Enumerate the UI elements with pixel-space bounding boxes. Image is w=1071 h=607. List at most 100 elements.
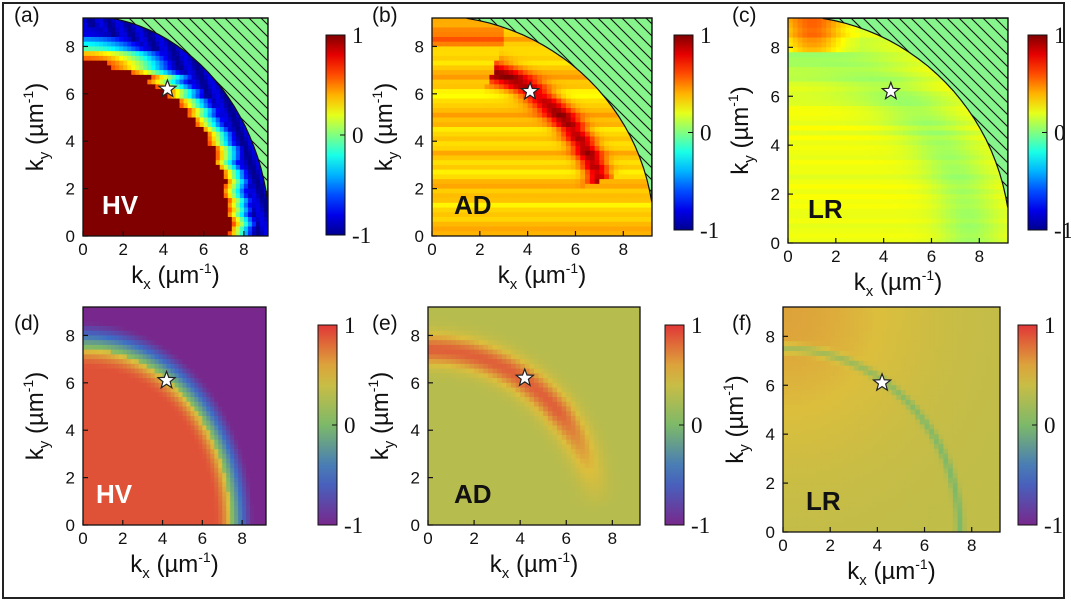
- heatmap-cell: [556, 60, 562, 66]
- heatmap-cell: [95, 212, 100, 218]
- heatmap-cell: [263, 217, 268, 223]
- heatmap-cell: [95, 136, 100, 142]
- heatmap-cell: [139, 65, 144, 71]
- heatmap-cell: [107, 231, 112, 236]
- heatmap-cell: [87, 212, 92, 218]
- heatmap-cell: [151, 93, 156, 100]
- heatmap-cell: [628, 160, 634, 166]
- heatmap-cell: [599, 136, 605, 142]
- heatmap-cell: [187, 74, 193, 81]
- heatmap-cell: [135, 51, 140, 57]
- heatmap-cell: [195, 122, 201, 128]
- heatmap-cell: [816, 76, 823, 83]
- heatmap-cell: [139, 89, 144, 95]
- heatmap-cell: [455, 217, 462, 223]
- heatmap-cell: [518, 55, 524, 62]
- heatmap-cell: [163, 60, 169, 66]
- heatmap-cell: [199, 202, 205, 209]
- heatmap-cell: [532, 60, 538, 66]
- heatmap-cell: [589, 84, 596, 90]
- heatmap-cell: [802, 18, 808, 24]
- heatmap-cell: [522, 117, 529, 123]
- heatmap-cell: [513, 226, 519, 232]
- heatmap-cell: [556, 55, 562, 62]
- heatmap-cell: [826, 18, 832, 24]
- heatmap-cell: [479, 127, 486, 133]
- heatmap-cell: [199, 169, 205, 175]
- heatmap-cell: [167, 198, 173, 204]
- heatmap-cell: [179, 207, 185, 213]
- heatmap-cell: [239, 174, 245, 180]
- heatmap-cell: [203, 141, 209, 147]
- heatmap-cell: [251, 174, 257, 180]
- heatmap-cell: [888, 42, 894, 48]
- heatmap-cell: [151, 198, 156, 204]
- heatmap-cell: [91, 160, 96, 166]
- heatmap-cell: [159, 207, 165, 213]
- heatmap-cell: [175, 131, 181, 138]
- heatmap-cell: [83, 74, 88, 81]
- heatmap-cell: [239, 145, 245, 152]
- heatmap-cell: [143, 36, 148, 43]
- heatmap-cell: [203, 122, 209, 128]
- heatmap-cell: [561, 207, 567, 213]
- heatmap-cell: [623, 127, 629, 133]
- heatmap-cell: [532, 155, 538, 161]
- heatmap-cell: [199, 112, 205, 119]
- heatmap-cell: [135, 141, 140, 147]
- heatmap-cell: [155, 164, 161, 171]
- heatmap-cell: [565, 226, 572, 232]
- heatmap-cell: [171, 193, 177, 199]
- heatmap-cell: [223, 150, 229, 157]
- heatmap-cell: [589, 179, 596, 185]
- heatmap-cell: [522, 188, 529, 194]
- heatmap-cell: [807, 76, 813, 83]
- heatmap-cell: [131, 108, 136, 114]
- heatmap-cell: [589, 226, 596, 232]
- heatmap-cell: [628, 226, 634, 232]
- heatmap-cell: [115, 103, 120, 109]
- heatmap-cell: [542, 74, 548, 81]
- heatmap-cell: [143, 212, 148, 218]
- heatmap-cell: [119, 46, 124, 52]
- heatmap-cell: [561, 183, 567, 190]
- heatmap-cell: [503, 117, 510, 123]
- heatmap-cell: [247, 183, 253, 190]
- heatmap-cell: [115, 46, 120, 52]
- heatmap-cell: [575, 93, 581, 100]
- heatmap-cell: [219, 117, 225, 123]
- heatmap-cell: [87, 79, 92, 85]
- heatmap-cell: [532, 55, 538, 62]
- heatmap-cell: [537, 117, 543, 123]
- heatmap-cell: [792, 57, 799, 63]
- heatmap-cell: [537, 155, 543, 161]
- heatmap-cell: [123, 179, 128, 185]
- heatmap-cell: [484, 212, 490, 218]
- heatmap-cell: [171, 179, 177, 185]
- y-tick-label: 4: [415, 132, 424, 151]
- heatmap-cell: [215, 93, 221, 100]
- heatmap-cell: [460, 22, 467, 29]
- heatmap-cell: [542, 136, 548, 142]
- heatmap-cell: [451, 74, 457, 81]
- heatmap-cell: [95, 41, 100, 48]
- heatmap-cell: [546, 70, 553, 76]
- heatmap-cell: [111, 145, 116, 152]
- heatmap-cell: [594, 131, 600, 138]
- heatmap-cell: [179, 127, 185, 133]
- heatmap-cell: [191, 79, 197, 85]
- heatmap-cell: [513, 207, 519, 213]
- heatmap-cell: [460, 103, 467, 109]
- heatmap-cell: [235, 217, 241, 223]
- heatmap-cell: [179, 169, 185, 175]
- heatmap-cell: [551, 65, 557, 71]
- heatmap-cell: [518, 207, 524, 213]
- heatmap-cell: [508, 112, 514, 119]
- heatmap-cell: [647, 221, 652, 228]
- heatmap-cell: [187, 145, 193, 152]
- heatmap-cell: [556, 183, 562, 190]
- heatmap-cell: [199, 141, 205, 147]
- heatmap-cell: [151, 164, 156, 171]
- heatmap-cell: [792, 37, 799, 44]
- heatmap-cell: [826, 42, 832, 48]
